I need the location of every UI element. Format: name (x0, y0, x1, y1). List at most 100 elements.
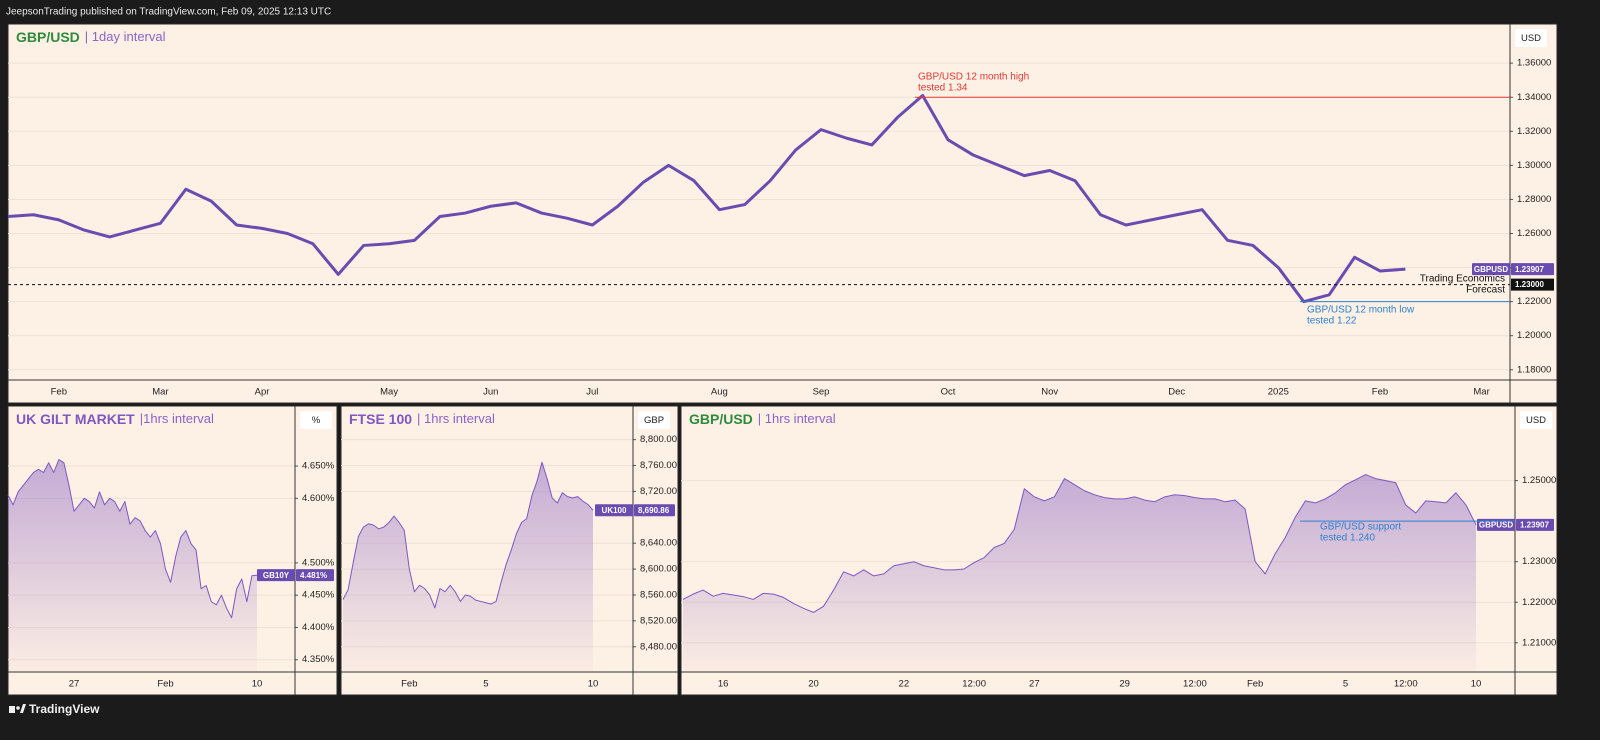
y-tick-label: 1.22000 (1522, 597, 1556, 608)
annotation-text: tested 1.34 (918, 83, 968, 94)
x-tick-label: Apr (255, 387, 270, 398)
x-tick-label: Aug (711, 387, 728, 398)
footer-logo (9, 704, 26, 713)
chart-subtitle: |1hrs interval (140, 411, 214, 426)
chart-panel: 8,480.00 8,520.00 8,560.00 8,600.00 8,640.00… (340, 405, 679, 696)
chart-title-group: UK GILT MARKET |1hrs interval (16, 411, 214, 427)
chart-subtitle: | 1day interval (85, 29, 166, 44)
y-tick-label: 4.650% (302, 461, 335, 472)
y-tick-label: 8,720.00 (640, 486, 677, 497)
last-price-tag (634, 504, 675, 517)
unit-label: GBP (644, 415, 664, 426)
footer-brand: TradingView (29, 702, 100, 716)
last-price-name-tag (1472, 263, 1510, 276)
x-tick-label: Feb (401, 679, 417, 690)
chart-subtitle: | 1hrs interval (758, 411, 836, 426)
last-price-name: UK100 (602, 506, 627, 515)
annotation-text: tested 1.22 (1307, 316, 1357, 327)
y-tick-label: 1.20000 (1517, 330, 1551, 341)
chart-panel: 1.21000 1.22000 1.23000 1.25000 16 20 22 12:00 2… (680, 405, 1558, 696)
y-tick-label: 1.21000 (1522, 637, 1556, 648)
area-line (682, 474, 1477, 613)
x-tick-label: 22 (899, 679, 910, 690)
y-tick-label: 4.350% (302, 654, 335, 665)
x-tick-label: 29 (1119, 679, 1130, 690)
unit-label: USD (1521, 33, 1541, 44)
chart-title: FTSE 100 (349, 411, 412, 427)
last-price-name-tag (1477, 518, 1515, 531)
unit-label: % (312, 415, 321, 426)
last-price-tag (1516, 518, 1554, 531)
y-tick-label: 8,560.00 (640, 589, 677, 600)
chart-title-group: GBP/USD | 1hrs interval (689, 411, 836, 427)
x-tick-label: 27 (69, 679, 80, 690)
y-tick-label: 8,520.00 (640, 615, 677, 626)
forecast-text: Forecast (1466, 284, 1505, 295)
x-tick-label: 10 (1471, 679, 1482, 690)
y-tick-label: 1.34000 (1517, 92, 1551, 103)
annotation-text: GBP/USD 12 month high (918, 72, 1029, 83)
last-price-label: 1.23907 (1520, 521, 1549, 530)
last-price-name: GB10Y (263, 571, 290, 580)
area-fill (683, 474, 1476, 672)
forecast-tag (1511, 278, 1554, 291)
chart-title: GBP/USD (689, 411, 753, 427)
x-tick-label: 10 (252, 679, 263, 690)
x-tick-label: 5 (483, 679, 488, 690)
x-tick-label: Nov (1041, 387, 1058, 398)
x-tick-label: 12:00 (962, 679, 986, 690)
chart-title: UK GILT MARKET (16, 411, 135, 427)
annotation-text: GBP/USD 12 month low (1307, 305, 1415, 316)
x-tick-label: Feb (157, 679, 173, 690)
area-fill (343, 462, 593, 672)
last-price-name: GBPUSD (1479, 521, 1513, 530)
y-tick-label: 8,640.00 (640, 538, 677, 549)
y-tick-label: 4.600% (302, 493, 335, 504)
chart-subtitle: | 1hrs interval (417, 411, 495, 426)
x-tick-label: Jul (586, 387, 598, 398)
last-price-name: GBPUSD (1474, 265, 1508, 274)
x-tick-label: 27 (1029, 679, 1040, 690)
y-tick-label: 1.28000 (1517, 194, 1551, 205)
chart-title-group: FTSE 100 | 1hrs interval (349, 411, 495, 427)
y-tick-label: 4.500% (302, 557, 335, 568)
header: JeepsonTrading published on TradingView.… (6, 7, 331, 18)
x-tick-label: Jun (483, 387, 498, 398)
x-tick-label: 20 (808, 679, 819, 690)
last-price-name-tag (257, 569, 295, 582)
y-tick-label: 4.450% (302, 590, 335, 601)
last-price-label: 4.481% (300, 571, 327, 580)
y-tick-label: 1.26000 (1517, 228, 1551, 239)
y-tick-label: 8,800.00 (640, 434, 677, 445)
annotation-text: tested 1.240 (1320, 533, 1375, 544)
price-line (7, 94, 1406, 304)
x-tick-label: Mar (1473, 387, 1489, 398)
x-tick-label: 12:00 (1394, 679, 1418, 690)
last-price-label: 8,690.86 (638, 506, 670, 515)
annotation-text: GBP/USD support (1320, 522, 1401, 533)
chart-title-group: GBP/USD | 1day interval (16, 29, 166, 45)
x-tick-label: May (380, 387, 398, 398)
x-tick-label: 16 (718, 679, 729, 690)
y-tick-label: 8,600.00 (640, 564, 677, 575)
x-tick-label: Dec (1168, 387, 1185, 398)
x-tick-label: Mar (152, 387, 168, 398)
y-tick-label: 1.25000 (1522, 475, 1556, 486)
y-tick-label: 1.30000 (1517, 160, 1551, 171)
x-tick-label: 10 (588, 679, 599, 690)
last-price-name-tag (595, 504, 633, 517)
y-tick-label: 1.18000 (1517, 364, 1551, 375)
area-fill (8, 459, 257, 672)
chart-panel: 1.180001.200001.220001.240001.260001.280… (7, 23, 1558, 404)
unit-label: USD (1526, 415, 1546, 426)
unit-box (1515, 29, 1547, 47)
y-tick-label: 8,480.00 (640, 641, 677, 652)
x-tick-label: Sep (813, 387, 830, 398)
y-tick-label: 1.23000 (1522, 556, 1556, 567)
unit-box (1520, 411, 1552, 429)
x-tick-label: 2025 (1268, 387, 1289, 398)
last-price-label: 1.23907 (1515, 265, 1544, 274)
x-tick-label: Feb (51, 387, 67, 398)
forecast-tag-label: 1.23000 (1515, 280, 1544, 289)
